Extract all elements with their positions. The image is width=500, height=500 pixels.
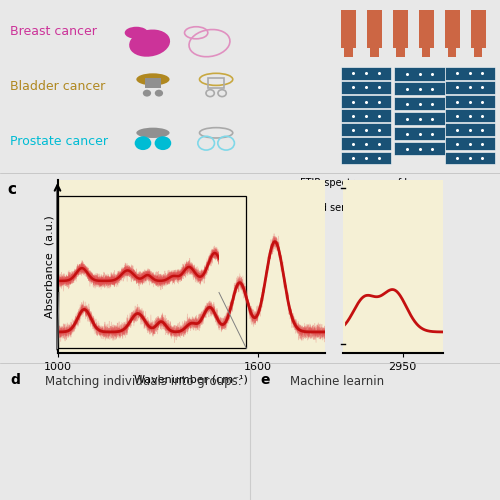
Bar [341, 110, 391, 122]
Bar [448, 45, 456, 57]
Text: d: d [10, 374, 20, 388]
Ellipse shape [136, 128, 170, 138]
Ellipse shape [154, 136, 171, 150]
Bar [422, 45, 430, 57]
Ellipse shape [136, 74, 170, 86]
Text: e: e [260, 374, 270, 388]
Bar [393, 10, 408, 48]
Bar [396, 45, 404, 57]
Bar [419, 10, 434, 48]
Bar [370, 45, 378, 57]
Bar [341, 152, 391, 164]
Bar [341, 82, 391, 94]
Bar [394, 82, 444, 96]
Text: Machine learnin: Machine learnin [290, 375, 384, 388]
Bar [344, 45, 352, 57]
Bar [367, 10, 382, 48]
Ellipse shape [129, 30, 170, 56]
Bar [444, 138, 495, 150]
Bar [341, 96, 391, 108]
Ellipse shape [124, 26, 148, 39]
Bar [394, 112, 444, 126]
Bar [394, 142, 444, 155]
Bar [444, 82, 495, 94]
Text: blood serum/pla: blood serum/pla [300, 203, 379, 213]
Bar [58, 196, 246, 348]
Text: Breast cancer: Breast cancer [10, 24, 97, 38]
Bar [394, 68, 444, 80]
Bar [474, 45, 482, 57]
Ellipse shape [155, 90, 163, 96]
Text: FTIR spectroscopy of b: FTIR spectroscopy of b [300, 178, 410, 188]
Text: c: c [8, 182, 16, 197]
Bar [208, 78, 224, 88]
Text: Prostate cancer: Prostate cancer [10, 135, 108, 148]
Text: Bladder cancer: Bladder cancer [10, 80, 105, 93]
Bar [444, 110, 495, 122]
Bar [444, 10, 460, 48]
Bar [341, 124, 391, 136]
Text: Matching individuals into groups:: Matching individuals into groups: [45, 375, 242, 388]
Bar [444, 152, 495, 164]
Bar [470, 10, 486, 48]
Bar [144, 78, 162, 88]
Bar [341, 67, 391, 80]
Bar [444, 124, 495, 136]
Bar [341, 138, 391, 150]
Bar [394, 97, 444, 110]
Ellipse shape [134, 136, 152, 150]
Bar [394, 127, 444, 140]
X-axis label: Wavenumber (cm⁻¹): Wavenumber (cm⁻¹) [134, 374, 248, 384]
Bar [444, 67, 495, 80]
Ellipse shape [143, 90, 151, 96]
Bar [444, 96, 495, 108]
Bar [341, 10, 356, 48]
Y-axis label: Absorbance  (a.u.): Absorbance (a.u.) [44, 215, 54, 318]
